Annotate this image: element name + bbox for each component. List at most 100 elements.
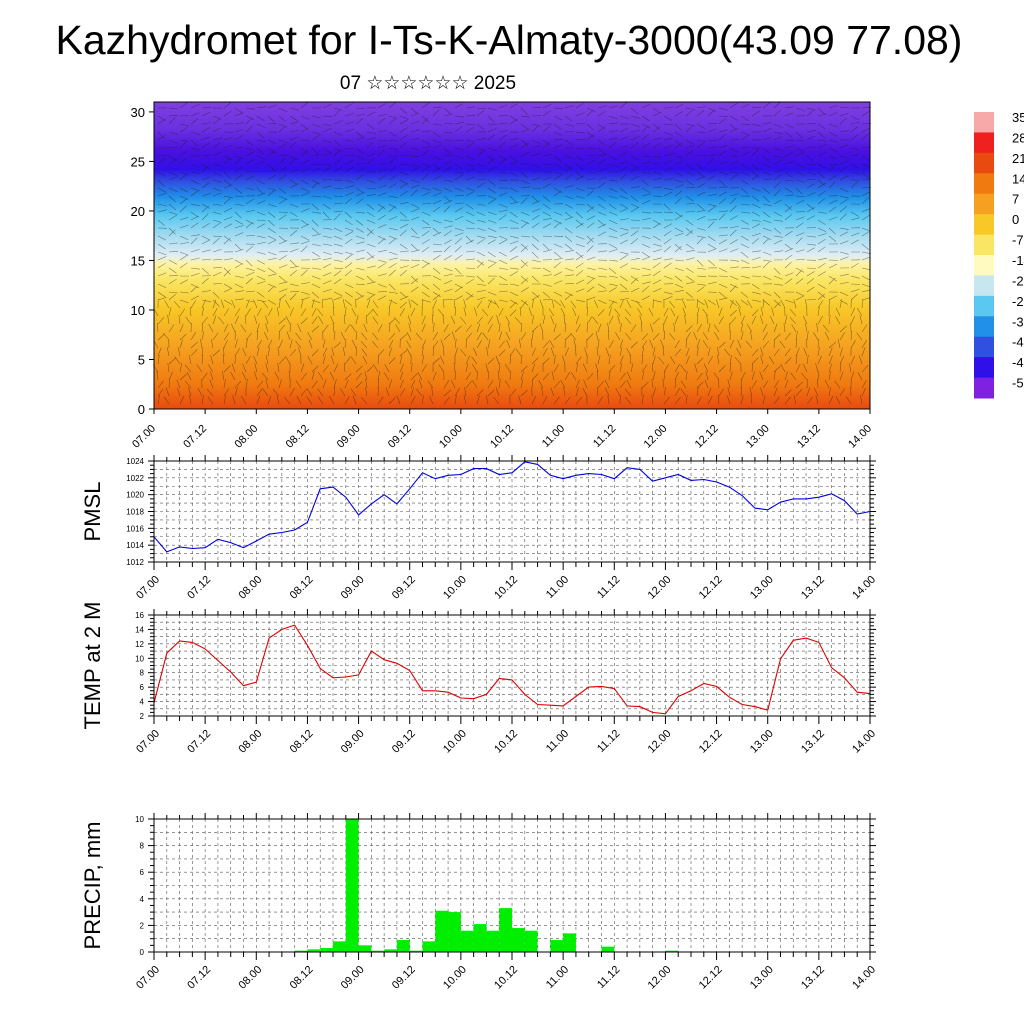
colorbar-label: 14 bbox=[1012, 171, 1024, 186]
x-tick-label: 13.12 bbox=[799, 728, 827, 756]
x-tick-label: 09.00 bbox=[335, 423, 363, 451]
series-line bbox=[153, 461, 871, 553]
colorbar-swatch bbox=[974, 336, 994, 358]
x-tick-label: 08.00 bbox=[236, 728, 264, 756]
x-tick-label: 14.00 bbox=[850, 728, 878, 756]
precip-bar bbox=[422, 941, 436, 952]
x-tick-label: 07.12 bbox=[181, 423, 209, 451]
x-tick-label: 09.12 bbox=[386, 423, 414, 451]
x-tick-label: 11.00 bbox=[544, 574, 571, 601]
x-tick-label: 13.00 bbox=[748, 964, 776, 992]
x-tick-label: 11.12 bbox=[595, 574, 622, 601]
y-tick-label: 2 bbox=[140, 921, 145, 930]
y-axis-title: TEMP at 2 M bbox=[80, 602, 105, 730]
precip-bar bbox=[307, 949, 321, 952]
x-tick-label: 12.00 bbox=[646, 574, 674, 602]
x-tick-label: 13.12 bbox=[795, 423, 823, 451]
colorbar-label: -56 bbox=[1012, 376, 1024, 391]
colorbar-label: 35 bbox=[1012, 110, 1024, 125]
x-tick-label: 09.00 bbox=[339, 728, 367, 756]
colorbar-label: 7 bbox=[1012, 192, 1019, 207]
x-tick-label: 11.12 bbox=[595, 728, 622, 755]
y-tick-label: 1024 bbox=[126, 457, 144, 466]
colorbar-swatch bbox=[974, 295, 994, 317]
x-tick-label: 10.00 bbox=[441, 574, 469, 602]
x-tick-label: 09.12 bbox=[390, 964, 418, 992]
series-line bbox=[153, 624, 871, 715]
precip-bar bbox=[371, 950, 385, 952]
precip-bar bbox=[448, 912, 461, 952]
grid-lines bbox=[154, 461, 870, 562]
chart-title: Kazhydromet for I-Ts-K-Almaty-3000(43.09… bbox=[55, 17, 963, 63]
precip-bar bbox=[396, 940, 410, 952]
x-tick-label: 07.12 bbox=[185, 574, 213, 602]
colorbar-swatch bbox=[974, 234, 994, 256]
y-tick-label: 6 bbox=[140, 683, 145, 692]
colorbar-swatch bbox=[974, 173, 994, 195]
y-tick-label: 2 bbox=[140, 712, 145, 721]
x-tick-label: 09.00 bbox=[339, 964, 367, 992]
colorbar-swatch bbox=[974, 316, 994, 338]
x-tick-label: 10.00 bbox=[441, 964, 469, 992]
x-tick-label: 12.12 bbox=[693, 423, 721, 451]
colorbar-swatch bbox=[974, 193, 994, 215]
x-tick-label: 09.12 bbox=[390, 728, 418, 756]
pmsl-panel: 1012 1014 1016 1018 1020 1022 1024 07.00 07.12 08… bbox=[80, 455, 878, 602]
y-tick-label: 10 bbox=[135, 654, 144, 663]
x-tick-label: 07.12 bbox=[185, 728, 213, 756]
y-tick-label: 1022 bbox=[126, 474, 144, 483]
x-tick-label: 13.00 bbox=[748, 728, 776, 756]
x-tick-label: 13.00 bbox=[748, 574, 776, 602]
y-tick-label: 1016 bbox=[126, 524, 144, 533]
x-tick-label: 12.00 bbox=[642, 423, 670, 451]
x-tick-label: 11.00 bbox=[540, 423, 567, 450]
y-tick-label: 1020 bbox=[126, 491, 144, 500]
x-tick-label: 10.12 bbox=[492, 574, 520, 602]
y-tick-label: 0 bbox=[140, 948, 145, 957]
x-tick-label: 07.12 bbox=[185, 964, 213, 992]
x-tick-label: 07.00 bbox=[130, 423, 158, 451]
colorbar-swatch bbox=[974, 214, 994, 236]
precip-bar bbox=[486, 930, 500, 952]
colorbar-label: 21 bbox=[1012, 151, 1024, 166]
precip-bar bbox=[601, 946, 615, 952]
precip-bar bbox=[473, 924, 487, 952]
x-tick-label: 13.12 bbox=[799, 574, 827, 602]
precip-bar bbox=[358, 945, 372, 952]
x-tick-label: 14.00 bbox=[846, 423, 874, 451]
precip-bar bbox=[409, 950, 423, 952]
temp-panel: 2 4 6 8 10 12 14 16 07.00 07.12 08.00 08.12 09.00 09.… bbox=[80, 602, 878, 756]
precip-bar bbox=[563, 933, 576, 952]
x-tick-label: 10.12 bbox=[492, 728, 520, 756]
x-tick-label: 07.00 bbox=[134, 964, 162, 992]
precip-bar bbox=[435, 910, 449, 952]
x-tick-label: 08.12 bbox=[288, 728, 316, 756]
y-tick-label: 0 bbox=[138, 402, 145, 417]
colorbar-swatch bbox=[974, 357, 994, 379]
x-tick-label: 08.12 bbox=[288, 574, 316, 602]
x-tick-label: 10.12 bbox=[492, 964, 520, 992]
y-tick-label: 1014 bbox=[126, 541, 144, 550]
precip-bar bbox=[345, 819, 359, 952]
y-tick-label: 4 bbox=[140, 895, 145, 904]
x-tick-label: 07.00 bbox=[134, 574, 162, 602]
x-tick-label: 08.12 bbox=[288, 964, 316, 992]
colorbar-label: 28 bbox=[1012, 130, 1024, 145]
colorbar-swatch bbox=[974, 132, 994, 154]
grid-lines bbox=[154, 615, 870, 716]
x-tick-label: 10.12 bbox=[488, 423, 516, 451]
x-tick-label: 08.00 bbox=[236, 964, 264, 992]
precip-bar bbox=[512, 928, 525, 952]
x-tick-label: 09.00 bbox=[339, 574, 367, 602]
x-tick-label: 11.00 bbox=[544, 964, 571, 991]
x-tick-label: 12.00 bbox=[646, 728, 674, 756]
x-tick-label: 11.12 bbox=[595, 964, 622, 991]
y-tick-label: 6 bbox=[140, 868, 145, 877]
cross-section-panel: 0 5 10 15 20 25 30 07.00 07.12 08.00 08.12 09.00 09.… bbox=[130, 101, 874, 451]
precip-bar bbox=[320, 948, 333, 952]
y-tick-label: 20 bbox=[131, 204, 145, 219]
colorbar-label: -21 bbox=[1012, 273, 1024, 288]
precip-bar bbox=[524, 930, 538, 952]
x-tick-label: 11.12 bbox=[591, 423, 618, 450]
